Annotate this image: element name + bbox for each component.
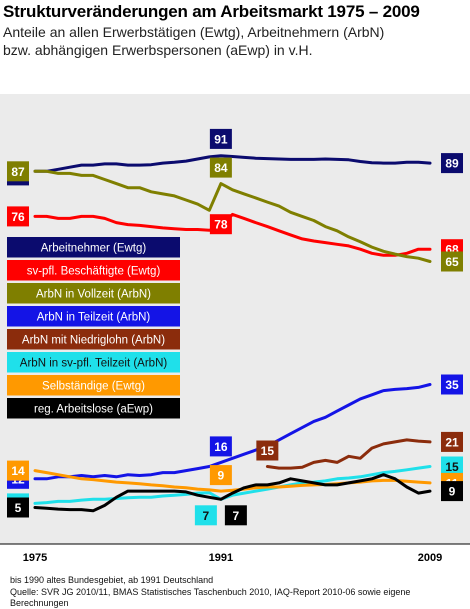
footnote-source: Quelle: SVR JG 2010/11, BMAS Statistisch…	[10, 587, 411, 597]
legend-swatch-arbn-in-teilzeit-arbn	[7, 306, 180, 327]
chart-header: Strukturveränderungen am Arbeitsmarkt 19…	[0, 0, 470, 94]
data-label-box-arbeitnehmer-ewtg-1991	[209, 128, 232, 149]
data-label-box-reg-arbeitslose-aewp-2009	[441, 481, 463, 502]
legend-swatch-arbn-in-sv-pfl-teilzeit-arbn	[7, 352, 180, 373]
data-label-box-arbn-in-vollzeit-arbn-2009	[441, 251, 463, 272]
legend-entry-selbst-ndige-ewtg: Selbständige (Ewtg)	[42, 381, 145, 393]
chart-subtitle-line-2: bzw. abhängigen Erwerbspersonen (aEwp) i…	[3, 42, 313, 58]
data-label-box-arbn-mit-niedriglohn-arbn-1995	[256, 440, 279, 461]
data-label-box-sv-pfl-besch-ftigte-ewtg-1975	[7, 206, 29, 227]
series-line-arbn-mit-niedriglohn-arbn	[265, 438, 432, 470]
data-label-arbn-mit-niedriglohn-arbn-1995: 15	[261, 444, 275, 458]
data-label-arbn-in-sv-pfl-teilzeit-arbn-1991: 7	[203, 509, 210, 523]
data-label-box-reg-arbeitslose-aewp-1975	[7, 497, 29, 518]
data-label-box-arbn-in-sv-pfl-teilzeit-arbn-1991	[194, 505, 217, 526]
data-label-arbn-in-vollzeit-arbn-2009: 65	[445, 255, 459, 269]
data-label-box-arbn-mit-niedriglohn-arbn-2009	[441, 431, 463, 452]
series-lines	[33, 154, 432, 513]
data-label-arbn-in-teilzeit-arbn-2009: 35	[445, 378, 459, 392]
data-label-arbeitnehmer-ewtg-2009: 89	[445, 157, 459, 171]
data-label-arbn-in-sv-pfl-teilzeit-arbn-2009: 15	[445, 460, 459, 474]
legend-entry-arbn-in-sv-pfl-teilzeit-arbn: ArbN in sv-pfl. Teilzeit (ArbN)	[20, 358, 168, 370]
chart-title: Strukturveränderungen am Arbeitsmarkt 19…	[3, 2, 420, 21]
legend-swatch-arbn-mit-niedriglohn-arbn	[7, 329, 180, 350]
legend-entry-arbeitnehmer-ewtg: Arbeitnehmer (Ewtg)	[41, 243, 147, 255]
series-line-arbeitnehmer-ewtg	[33, 154, 432, 173]
data-label-box-sv-pfl-besch-ftigte-ewtg-1991	[209, 214, 232, 235]
legend-swatch-arbn-in-vollzeit-arbn	[7, 283, 180, 304]
legend: Arbeitnehmer (Ewtg) sv-pfl. Beschäftigte …	[7, 237, 180, 419]
series-line-sv-pfl-besch-ftigte-ewtg	[33, 212, 432, 257]
data-label-box-arbn-in-teilzeit-arbn-2009	[441, 374, 463, 395]
x-axis: 1975 1991 2009	[0, 543, 470, 564]
data-label-sv-pfl-besch-ftigte-ewtg-1975: 76	[11, 210, 25, 224]
data-label-reg-arbeitslose-aewp-2009: 9	[449, 485, 456, 499]
footnote-source-continued: Berechnungen	[10, 598, 69, 608]
data-label-box-arbeitnehmer-ewtg-2009	[441, 153, 463, 174]
x-tick-label-1991: 1991	[209, 552, 233, 564]
legend-entry-reg-arbeitslose-aewp: reg. Arbeitslose (aEwp)	[34, 404, 153, 416]
chart-subtitle-line-1: Anteile an allen Erwerbstätigen (Ewtg), …	[3, 24, 385, 40]
x-tick-label-2009: 2009	[418, 552, 442, 564]
data-label-arbn-in-vollzeit-arbn-1975: 87	[11, 165, 25, 179]
legend-entry-arbn-in-vollzeit-arbn: ArbN in Vollzeit (ArbN)	[36, 289, 151, 301]
legend-entry-arbn-mit-niedriglohn-arbn: ArbN mit Niedriglohn (ArbN)	[22, 335, 165, 347]
x-tick-label-1975: 1975	[23, 552, 47, 564]
series-line-arbn-in-vollzeit-arbn	[33, 169, 432, 263]
data-label-box-arbn-in-vollzeit-arbn-1991	[209, 157, 232, 178]
legend-swatch-arbeitnehmer-ewtg	[7, 237, 180, 258]
data-labels: 8691897678688784651216351521671514911579	[7, 128, 463, 526]
data-label-box-selbst-ndige-ewtg-1991	[209, 465, 232, 486]
data-label-arbn-in-teilzeit-arbn-1991: 16	[214, 440, 228, 454]
legend-swatch-selbst-ndige-ewtg	[7, 375, 180, 396]
data-label-reg-arbeitslose-aewp-1975: 5	[15, 501, 22, 515]
data-label-box-arbn-in-sv-pfl-teilzeit-arbn-2009	[441, 456, 463, 477]
data-label-box-selbst-ndige-ewtg-1975	[7, 460, 29, 481]
legend-entry-sv-pfl-besch-ftigte-ewtg: sv-pfl. Beschäftigte (Ewtg)	[27, 266, 161, 278]
line-chart: Arbeitnehmer (Ewtg) sv-pfl. Beschäftigte …	[0, 128, 470, 564]
series-line-arbn-in-sv-pfl-teilzeit-arbn	[33, 465, 432, 505]
series-line-arbn-in-teilzeit-arbn	[33, 383, 432, 481]
data-label-arbn-in-vollzeit-arbn-1991: 84	[214, 161, 228, 175]
data-label-selbst-ndige-ewtg-1975: 14	[11, 464, 25, 478]
series-line-reg-arbeitslose-aewp	[33, 473, 432, 513]
data-label-box-arbn-in-vollzeit-arbn-1975	[7, 161, 29, 182]
footnote-region: bis 1990 altes Bundesgebiet, ab 1991 Deu…	[10, 575, 214, 585]
data-label-box-reg-arbeitslose-aewp-1991	[224, 505, 247, 526]
legend-swatch-sv-pfl-besch-ftigte-ewtg	[7, 260, 180, 281]
data-label-arbn-mit-niedriglohn-arbn-2009: 21	[445, 435, 459, 449]
data-label-box-arbn-in-teilzeit-arbn-1991	[209, 436, 232, 457]
data-label-selbst-ndige-ewtg-1991: 9	[218, 469, 225, 483]
data-label-sv-pfl-besch-ftigte-ewtg-1991: 78	[214, 218, 228, 232]
legend-entry-arbn-in-teilzeit-arbn: ArbN in Teilzeit (ArbN)	[37, 312, 151, 324]
data-label-arbeitnehmer-ewtg-1991: 91	[214, 132, 228, 146]
data-label-reg-arbeitslose-aewp-1991: 7	[233, 509, 240, 523]
legend-swatch-reg-arbeitslose-aewp	[7, 398, 180, 419]
